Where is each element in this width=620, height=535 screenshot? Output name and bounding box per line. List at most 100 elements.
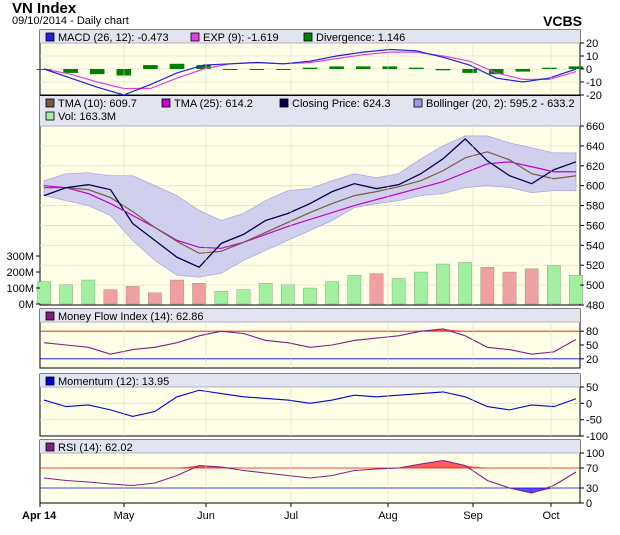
price-legend-swatch-0 [45,98,55,108]
price-ytick-label-6: 540 [586,240,604,252]
xtick-label-2: Jun [197,510,215,522]
macd-divergence-bar [329,66,344,69]
macd-divergence-bar [382,66,398,69]
macd-divergence-bar [355,66,371,69]
macd-ytick-label-2: 0 [586,64,592,76]
price-ytick-label-8: 500 [586,280,604,292]
macd-divergence-bar [222,69,238,70]
price-legend-label-3: Bollinger (20, 2): 595.2 - 633.2 [426,98,575,110]
volume-bar [391,278,406,305]
price-legend-label-4: Vol: 163.3M [58,111,116,123]
volume-bar [103,289,118,305]
price-tma10-line [44,151,577,254]
mfi-legend-bg [40,309,580,322]
vol-tick-label-0: 300M [6,251,34,263]
price-ytick-label-1: 640 [586,141,604,153]
xtick-label-4: Aug [378,510,398,522]
price-ytick-label-9: 480 [586,300,604,312]
rsi-ytick-label-1: 70 [586,463,598,475]
momentum-legend-swatch-0 [45,376,55,386]
xtick-label-5: Sep [463,510,483,522]
vol-tick-label-1: 200M [6,267,34,279]
macd-legend-swatch-0 [45,32,55,42]
brand-label: VCBS [543,13,582,29]
chart-title: VN Index [12,0,77,17]
volume-bar [458,262,472,305]
price-legend-swatch-1 [161,98,171,108]
volume-bar [281,284,295,305]
rsi-ytick-label-3: 0 [586,498,592,510]
rsi-oversold-area [44,488,576,493]
xtick-label-6: Oct [542,510,559,522]
macd-divergence-bar [276,69,291,70]
macd-divergence-bar [89,69,105,75]
price-ytick-label-0: 660 [586,121,604,133]
chart-subtitle: 09/10/2014 - Daily chart [12,15,129,27]
volume-bar [37,281,51,305]
macd-legend-swatch-2 [303,32,313,42]
rsi-legend-swatch-0 [45,442,55,452]
volume-bar [59,284,73,305]
momentum-momentum-line [43,389,577,417]
volume-bar [303,287,317,305]
price-legend-label-2: Closing Price: 624.3 [292,98,390,110]
volume-bar [502,271,517,305]
momentum-legend-label-0: Momentum (12): 13.95 [58,376,169,388]
xtick-label-3: Jul [284,510,298,522]
price-tma25-line [43,161,576,249]
volume-bar [414,271,428,305]
macd-divergence-bar [435,69,451,71]
macd-legend-swatch-1 [190,32,200,42]
macd-divergence-bar [169,63,185,69]
mfi-mfi-line [43,328,577,355]
volume-bar [236,289,251,305]
rsi-legend-bg [40,440,580,453]
macd-divergence-bar [568,66,584,69]
macd-exp-line [43,51,577,90]
mfi-ytick-label-2: 20 [586,354,598,366]
xtick-label-0: Apr 14 [22,510,57,522]
macd-legend-label-1: EXP (9): -1.619 [203,32,279,44]
momentum-ytick-label-2: -50 [586,415,602,427]
volume-bar [569,275,583,305]
vol-tick-label-3: 0M [19,299,34,311]
macd-ytick-label-0: 20 [586,38,598,50]
macd-divergence-bar [462,69,477,73]
mfi-ytick-label-0: 80 [586,326,598,338]
macd-divergence-bar [542,67,557,69]
mfi-legend-label-0: Money Flow Index (14): 62.86 [58,311,204,323]
mfi-ytick-label-1: 50 [586,340,598,352]
price-ytick-label-5: 560 [586,220,604,232]
price-ytick-label-3: 600 [586,181,604,193]
rsi-ytick-label-0: 100 [586,448,604,460]
macd-ytick-label-4: -20 [586,90,602,102]
volume-bar [325,281,339,305]
volume-bar [148,292,162,305]
price-ytick-label-7: 520 [586,260,604,272]
price-closing-line [43,138,577,268]
mfi-legend-swatch-0 [45,311,55,321]
rsi-rsi-line [43,459,577,494]
macd-divergence-bar [515,69,531,72]
volume-bar [192,283,206,305]
volume-bar [547,265,561,305]
price-ytick-label-2: 620 [586,161,604,173]
xtick-label-1: May [114,510,135,522]
momentum-legend-bg [40,374,580,387]
rsi-legend-label-0: RSI (14): 62.02 [58,442,133,454]
macd-legend-label-2: Divergence: 1.146 [316,32,405,44]
price-legend-bg [40,96,580,126]
volume-bar [369,273,384,305]
macd-ytick-label-1: 10 [586,51,598,63]
momentum-ytick-label-1: 0 [586,398,592,410]
macd-divergence-bar [143,65,158,69]
price-legend-swatch-3 [413,98,423,108]
volume-bar [81,279,96,305]
macd-divergence-bar [488,69,504,75]
macd-divergence-bar [302,67,318,69]
volume-bar [258,283,273,305]
price-legend-label-1: TMA (25): 614.2 [174,98,253,110]
vol-tick-label-2: 100M [6,283,34,295]
volume-bar [125,286,140,305]
